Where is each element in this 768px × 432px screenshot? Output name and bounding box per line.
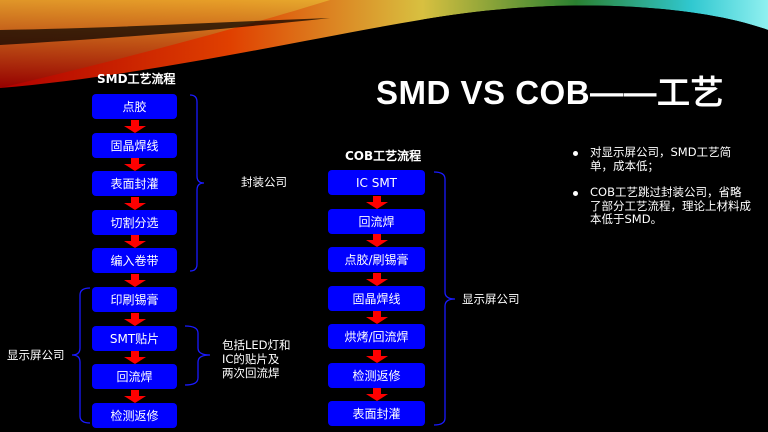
cob-step-box: IC SMT [328, 170, 425, 195]
smd-step-box: 检测返修 [92, 402, 177, 428]
note-line: IC的贴片及 [222, 352, 280, 366]
smd-column-title: SMD工艺流程 [97, 72, 176, 86]
smd-step-box: SMT贴片 [92, 325, 177, 351]
bracket-package [189, 94, 205, 272]
note-line: 两次回流焊 [222, 366, 280, 380]
bullet-list: 对显示屏公司，SMD工艺简单，成本低； COB工艺跳过封装公司，省略了部分工艺流… [572, 145, 752, 240]
cob-step-box: 回流焊 [328, 208, 425, 234]
cob-step-box: 点胶/刷锡膏 [328, 247, 425, 272]
decorative-swoosh-banner [0, 0, 768, 88]
cob-step-box: 表面封灌 [328, 401, 425, 426]
smd-step-box: 编入卷带 [92, 248, 177, 274]
cob-step-box: 烘烤/回流焊 [328, 324, 425, 349]
slide-title: SMD VS COB——工艺 [376, 74, 725, 111]
smd-step-box: 表面封灌 [92, 171, 177, 197]
cob-column-title: COB工艺流程 [345, 149, 422, 163]
label-display-company-smd: 显示屏公司 [7, 348, 65, 362]
bracket-display-left [71, 287, 91, 424]
label-package-company: 封装公司 [241, 175, 287, 189]
bracket-display-cob [433, 171, 456, 426]
smd-step-box: 回流焊 [92, 364, 177, 390]
bullet-item: 对显示屏公司，SMD工艺简单，成本低； [572, 145, 752, 173]
label-display-company-cob: 显示屏公司 [462, 292, 520, 306]
smd-step-box: 切割分选 [92, 209, 177, 235]
bullet-item: COB工艺跳过封装公司，省略了部分工艺流程，理论上材料成本低于SMD。 [572, 185, 752, 227]
cob-step-box: 固晶焊线 [328, 285, 425, 311]
bracket-smt [184, 325, 211, 386]
smd-step-box: 印刷锡膏 [92, 287, 177, 312]
note-line: 包括LED灯和 [222, 338, 291, 352]
smd-step-box: 点胶 [92, 94, 177, 119]
label-smt-note: 包括LED灯和 IC的贴片及 两次回流焊 [222, 338, 291, 380]
smd-step-box: 固晶焊线 [92, 132, 177, 158]
cob-step-box: 检测返修 [328, 362, 425, 388]
